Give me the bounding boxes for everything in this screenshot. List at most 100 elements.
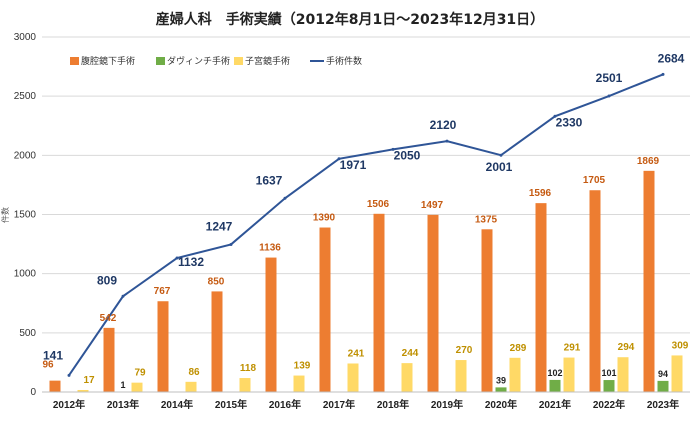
davinci-bar bbox=[495, 387, 507, 392]
legend-swatch bbox=[156, 57, 165, 65]
legend: 腹腔鏡下手術 ダヴィンチ手術 子宮鏡手術 手術件数 bbox=[70, 55, 362, 67]
hysteroscopic-label: 17 bbox=[83, 375, 95, 386]
legend-entry: 手術件数 bbox=[326, 55, 362, 67]
davinci-bar bbox=[657, 380, 669, 392]
laparoscopic-label: 1375 bbox=[475, 214, 498, 225]
x-tick-label: 2014年 bbox=[161, 398, 193, 411]
legend-swatch bbox=[70, 57, 79, 65]
davinci-label: 101 bbox=[601, 368, 616, 378]
bars bbox=[49, 170, 683, 392]
total-label: 2501 bbox=[596, 71, 623, 85]
total-point bbox=[283, 196, 287, 200]
laparoscopic-bar bbox=[589, 190, 601, 392]
total-point bbox=[229, 242, 233, 246]
total-point bbox=[607, 94, 611, 98]
laparoscopic-bar bbox=[265, 257, 277, 392]
total-label: 2120 bbox=[430, 118, 457, 132]
x-tick-label: 2017年 bbox=[323, 398, 355, 411]
total-label: 2330 bbox=[556, 115, 583, 129]
legend-entry: ダヴィンチ手術 bbox=[167, 55, 230, 67]
laparoscopic-label: 1705 bbox=[583, 175, 606, 186]
hysteroscopic-bar bbox=[455, 360, 467, 392]
davinci-label: 39 bbox=[496, 375, 506, 385]
hysteroscopic-bar bbox=[563, 357, 575, 392]
hysteroscopic-label: 139 bbox=[294, 361, 311, 372]
laparoscopic-bar bbox=[481, 229, 493, 392]
total-line bbox=[67, 72, 665, 377]
laparoscopic-label: 96 bbox=[42, 360, 54, 371]
total-label: 1637 bbox=[256, 173, 283, 187]
hysteroscopic-bar bbox=[671, 355, 683, 392]
total-label: 2050 bbox=[394, 148, 421, 162]
davinci-bar bbox=[603, 380, 615, 392]
hysteroscopic-bar bbox=[617, 357, 629, 392]
laparoscopic-label: 542 bbox=[100, 313, 117, 324]
total-label: 809 bbox=[97, 273, 117, 287]
y-tick-label: 0 bbox=[30, 387, 36, 398]
hysteroscopic-bar bbox=[293, 375, 305, 392]
hysteroscopic-bar bbox=[347, 363, 359, 392]
hysteroscopic-bar bbox=[77, 389, 89, 392]
y-tick-label: 3000 bbox=[14, 32, 37, 43]
total-label: 2684 bbox=[658, 51, 685, 65]
y-tick-label: 1000 bbox=[14, 269, 37, 280]
total-label: 141 bbox=[43, 348, 63, 362]
hysteroscopic-label: 118 bbox=[240, 363, 257, 374]
x-tick-label: 2023年 bbox=[647, 398, 679, 411]
laparoscopic-bar bbox=[319, 227, 331, 392]
laparoscopic-bar bbox=[427, 214, 439, 392]
laparoscopic-bar bbox=[211, 291, 223, 392]
hysteroscopic-label: 291 bbox=[564, 343, 581, 354]
x-tick-label: 2013年 bbox=[107, 398, 139, 411]
hysteroscopic-bar bbox=[185, 381, 197, 392]
total-point bbox=[391, 147, 395, 151]
hysteroscopic-label: 294 bbox=[618, 342, 635, 353]
total-point bbox=[67, 373, 71, 377]
legend-swatch bbox=[234, 57, 243, 65]
x-tick-label: 2015年 bbox=[215, 398, 247, 411]
x-tick-label: 2021年 bbox=[539, 398, 571, 411]
total-point bbox=[499, 153, 503, 157]
total-label: 2001 bbox=[486, 160, 513, 174]
laparoscopic-label: 1596 bbox=[529, 188, 552, 199]
hysteroscopic-label: 86 bbox=[188, 367, 200, 378]
total-point bbox=[337, 157, 341, 161]
data-labels: 96 542 767 850 1136 1390 1506 1497 1375 1596 1705 1… bbox=[42, 51, 688, 389]
laparoscopic-label: 850 bbox=[208, 276, 225, 287]
y-tick-label: 2500 bbox=[14, 91, 37, 102]
hysteroscopic-label: 241 bbox=[348, 348, 365, 359]
laparoscopic-bar bbox=[49, 380, 61, 392]
hysteroscopic-label: 289 bbox=[510, 343, 527, 354]
laparoscopic-label: 1136 bbox=[259, 243, 281, 254]
laparoscopic-label: 767 bbox=[154, 286, 171, 297]
total-series-line bbox=[68, 73, 664, 376]
laparoscopic-bar bbox=[157, 301, 169, 392]
x-tick-label: 2019年 bbox=[431, 398, 463, 411]
hysteroscopic-bar bbox=[239, 378, 251, 392]
y-tick-label: 2000 bbox=[14, 150, 37, 161]
laparoscopic-bar bbox=[643, 170, 655, 392]
davinci-label: 102 bbox=[547, 368, 562, 378]
x-tick-label: 2020年 bbox=[485, 398, 517, 411]
total-label: 1247 bbox=[206, 219, 233, 233]
total-label: 1971 bbox=[340, 158, 367, 172]
x-tick-label: 2012年 bbox=[53, 398, 85, 411]
legend-entry: 子宮鏡手術 bbox=[245, 55, 290, 67]
hysteroscopic-bar bbox=[131, 382, 143, 392]
total-point bbox=[175, 256, 179, 260]
chart-title: 産婦人科 手術実績（2012年8月1日～2023年12月31日） bbox=[156, 11, 544, 28]
hysteroscopic-label: 79 bbox=[134, 368, 146, 379]
laparoscopic-label: 1869 bbox=[637, 156, 660, 167]
laparoscopic-bar bbox=[103, 327, 115, 392]
hysteroscopic-bar bbox=[401, 363, 413, 392]
total-point bbox=[553, 114, 557, 118]
total-point bbox=[121, 294, 125, 298]
hysteroscopic-bar bbox=[509, 357, 521, 392]
laparoscopic-bar bbox=[535, 203, 547, 392]
y-tick-label: 500 bbox=[19, 328, 36, 339]
total-point bbox=[445, 139, 449, 143]
gridlines bbox=[42, 36, 690, 393]
total-point bbox=[661, 72, 665, 76]
hysteroscopic-label: 244 bbox=[402, 348, 419, 359]
